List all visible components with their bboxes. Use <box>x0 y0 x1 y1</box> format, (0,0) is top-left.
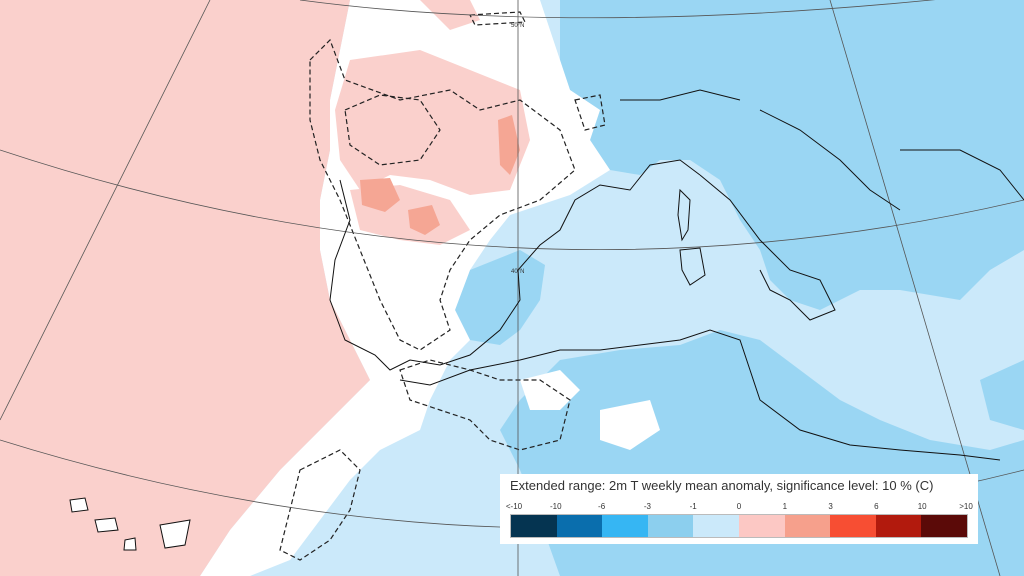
legend-tick-label: <-10 <box>505 502 523 511</box>
coastlines <box>329 89 1024 461</box>
strong-warm-anomaly-area-1 <box>360 178 400 212</box>
legend-swatch <box>784 515 831 537</box>
lat-label-50n: 50°N <box>511 23 524 29</box>
canary-islands <box>69 497 191 551</box>
legend-tick-label: 1 <box>782 502 788 511</box>
legend-color-bar <box>510 514 968 538</box>
cool-anomaly-area-east-med <box>980 360 1024 430</box>
legend-swatch <box>830 515 876 537</box>
legend-swatch <box>647 515 694 537</box>
cool-anomaly-area-europe <box>560 0 1024 310</box>
legend-ticks: <-10 -10 -6 -3 -1 0 1 3 6 10 >10 <box>506 502 973 514</box>
legend-swatch <box>921 515 967 537</box>
warm-anomaly-area-north <box>420 0 480 30</box>
legend-tick-label: -3 <box>643 502 651 511</box>
legend-swatch <box>511 515 557 537</box>
strong-warm-anomaly-area-3 <box>498 115 520 175</box>
neutral-anomaly-area-3 <box>600 400 660 450</box>
legend-swatch <box>556 515 603 537</box>
legend-tick-label: 6 <box>874 502 879 511</box>
strong-warm-anomaly-area-2 <box>408 205 440 235</box>
legend-tick-label: 3 <box>828 502 833 511</box>
warm-anomaly-area-atlantic <box>0 0 370 576</box>
legend-title: Extended range: 2m T weekly mean anomaly… <box>510 478 934 493</box>
legend-swatch <box>738 515 785 537</box>
legend-tick-label: >10 <box>959 502 973 511</box>
legend-tick-label: 10 <box>917 502 927 511</box>
lat-label-40n: 40°N <box>511 269 524 275</box>
legend-tick-label: -1 <box>689 502 697 511</box>
anomaly-legend: Extended range: 2m T weekly mean anomaly… <box>500 474 978 544</box>
legend-tick-label: -6 <box>598 502 606 511</box>
legend-swatch <box>602 515 648 537</box>
cool-anomaly-area-iberia <box>455 250 545 345</box>
warm-anomaly-area-france <box>335 50 530 195</box>
legend-tick-label: -10 <box>550 502 562 511</box>
legend-swatch <box>875 515 922 537</box>
legend-tick-label: 0 <box>736 502 742 511</box>
legend-swatch <box>693 515 739 537</box>
